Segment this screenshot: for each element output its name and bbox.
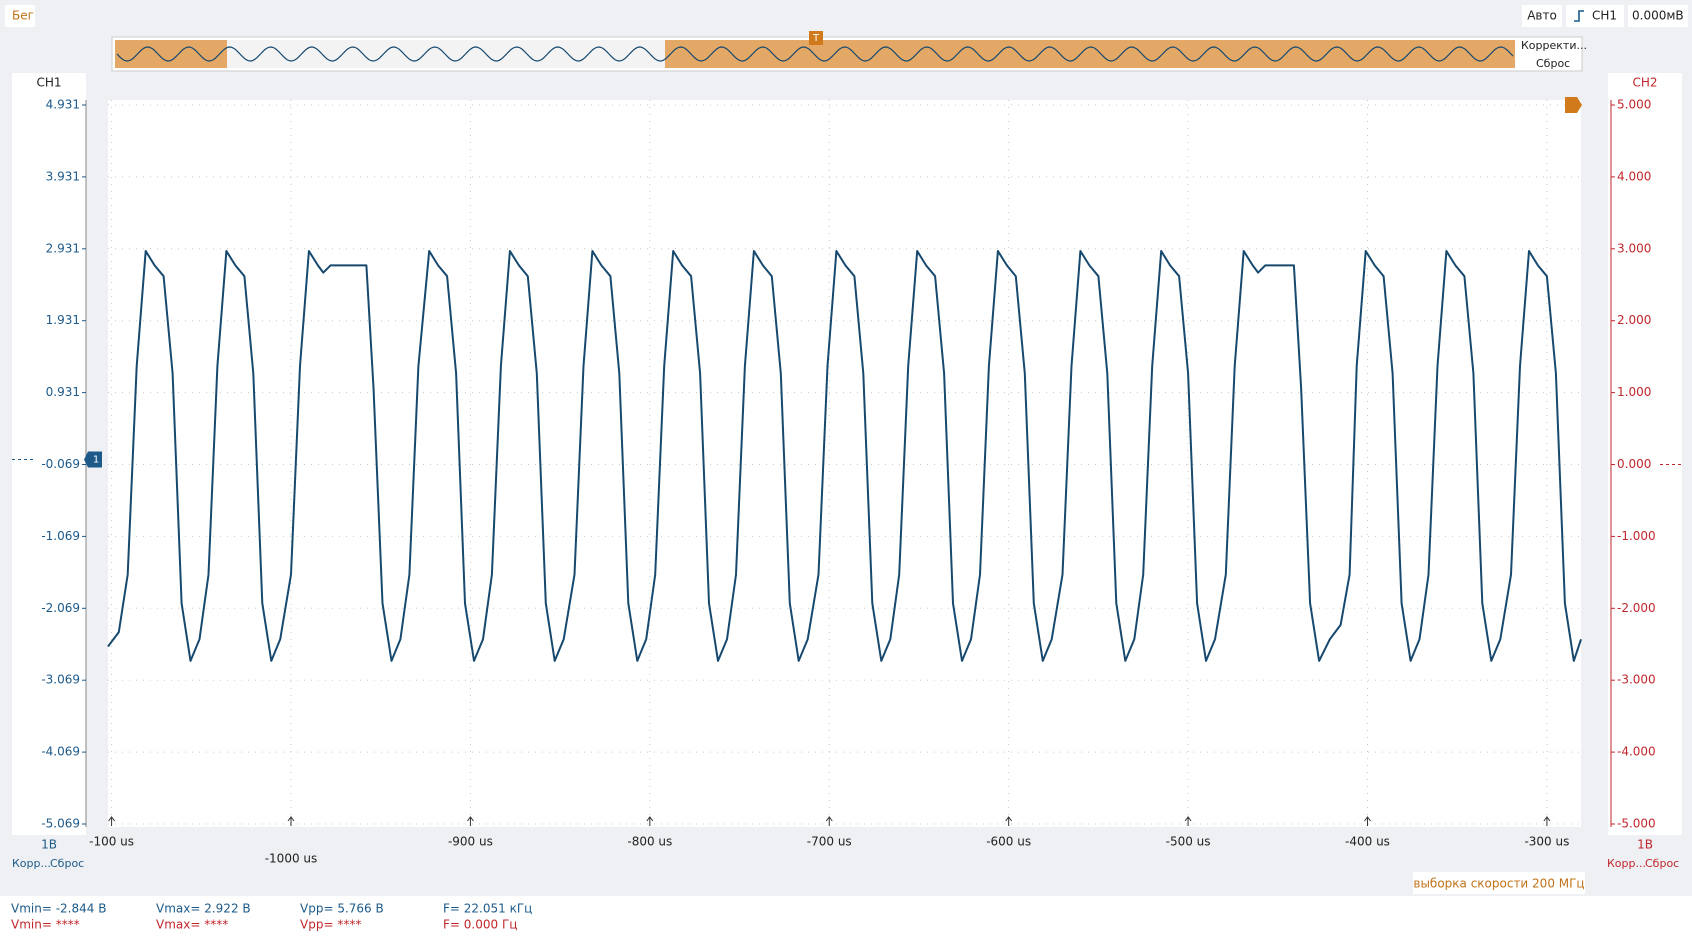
y2-tick-label: -1.000: [1617, 529, 1656, 543]
x-tick-label: -1000 us: [265, 852, 318, 866]
x-tick-label: -800 us: [627, 835, 672, 849]
run-state[interactable]: Бег: [12, 9, 34, 23]
measurement: Vmin= -2.844 В: [11, 902, 106, 916]
ch2-name: CH2: [1632, 76, 1657, 90]
y2-tick-label: 2.000: [1617, 313, 1651, 327]
ch2-adjust[interactable]: Корр...: [1607, 857, 1646, 870]
ch1-header[interactable]: [12, 73, 86, 93]
x-tick: [1005, 816, 1013, 826]
y2-tick-label: -5.000: [1617, 817, 1656, 831]
run-button[interactable]: [5, 5, 35, 27]
x-tick-label: -100 us: [89, 835, 134, 849]
y2-tick-label: 1.000: [1617, 385, 1651, 399]
trigger-marker: [809, 31, 823, 45]
x-tick-label: -900 us: [448, 835, 493, 849]
trigger-source[interactable]: CH1: [1592, 9, 1617, 23]
measurement: Vpp= 5.766 В: [300, 902, 384, 916]
measurement: Vmin= ****: [11, 918, 80, 932]
y2-tick-label: 3.000: [1617, 241, 1651, 255]
y-tick-label: 4.931: [46, 98, 80, 112]
y2-tick-label: -4.000: [1617, 745, 1656, 759]
overview-region: [115, 40, 227, 68]
ch2-scale[interactable]: 1В: [1637, 838, 1653, 852]
ch1-scale[interactable]: 1В: [41, 838, 57, 852]
ch1-name: CH1: [36, 76, 61, 90]
waveform: [107, 250, 1582, 662]
ch2-axis-panel: [1608, 93, 1682, 835]
x-tick: [287, 816, 295, 826]
ch1-adjust[interactable]: Корр...: [12, 857, 51, 870]
overview-reset[interactable]: Сброс: [1536, 57, 1570, 70]
measurement: Vpp= ****: [300, 918, 361, 932]
y-tick-label: 0.931: [46, 385, 80, 399]
ch1-marker-label: 1: [93, 455, 99, 466]
trigger-mode[interactable]: Авто: [1527, 9, 1557, 23]
x-tick-label: -700 us: [807, 835, 852, 849]
overview-adjust[interactable]: Корректи...: [1521, 39, 1587, 52]
y-tick-label: 3.931: [46, 169, 80, 183]
y-tick-label: -5.069: [41, 817, 80, 831]
y-tick-label: 2.931: [46, 241, 80, 255]
ch2-reset[interactable]: Сброс: [1645, 857, 1679, 870]
plot-area: [108, 100, 1581, 827]
overview-wave: [116, 46, 1514, 62]
x-tick: [646, 816, 654, 826]
ch1-reset[interactable]: Сброс: [50, 857, 84, 870]
measurement: F= 22.051 кГц: [443, 902, 532, 916]
y-tick-label: -0.069: [41, 457, 80, 471]
measurement-panel: [0, 896, 1692, 940]
x-tick: [825, 816, 833, 826]
x-tick: [1364, 816, 1371, 826]
ch2-header[interactable]: [1608, 73, 1682, 93]
ch1-marker: [84, 451, 102, 468]
y-tick-label: -4.069: [41, 745, 80, 759]
measurement: F= 0.000 Гц: [443, 918, 517, 932]
trigger-mode-button[interactable]: [1522, 5, 1562, 27]
measurements: Vmin= -2.844 В Vmax= 2.922 В Vpp= 5.766 В F…: [11, 902, 532, 932]
x-tick: [467, 816, 474, 826]
y2-tick-label: -3.000: [1617, 673, 1656, 687]
y2-tick-label: 5.000: [1617, 98, 1651, 112]
x-tick-label: -500 us: [1166, 835, 1211, 849]
x-tick: [1543, 816, 1551, 826]
y-tick-label: 1.931: [46, 313, 80, 327]
trigger-level-marker: [1565, 97, 1582, 113]
measurement: Vmax= ****: [156, 918, 228, 932]
y-tick-label: -2.069: [41, 601, 80, 615]
x-tick: [108, 816, 115, 826]
y2-tick-label: -2.000: [1617, 601, 1656, 615]
measurement: Vmax= 2.922 В: [156, 902, 251, 916]
sample-rate-box: [1413, 872, 1585, 894]
y2-tick-label: 0.000: [1617, 457, 1651, 471]
x-tick-label: -400 us: [1345, 835, 1390, 849]
sample-rate: выборка скорости 200 МГц: [1413, 877, 1584, 891]
edge-icon: [1574, 10, 1584, 22]
trigger-level[interactable]: 0.000мВ: [1632, 9, 1684, 23]
trigger-level-button[interactable]: [1628, 5, 1688, 27]
x-tick: [1184, 816, 1192, 826]
x-tick-label: -600 us: [986, 835, 1031, 849]
ch1-axis-panel: [12, 93, 86, 835]
trigger-marker-label: T: [812, 33, 820, 44]
y2-tick-label: 4.000: [1617, 169, 1651, 183]
y-tick-label: -3.069: [41, 673, 80, 687]
overview-window[interactable]: [665, 40, 1515, 68]
y-tick-label: -1.069: [41, 529, 80, 543]
x-tick-label: -300 us: [1524, 835, 1569, 849]
overview-region: [227, 40, 665, 68]
